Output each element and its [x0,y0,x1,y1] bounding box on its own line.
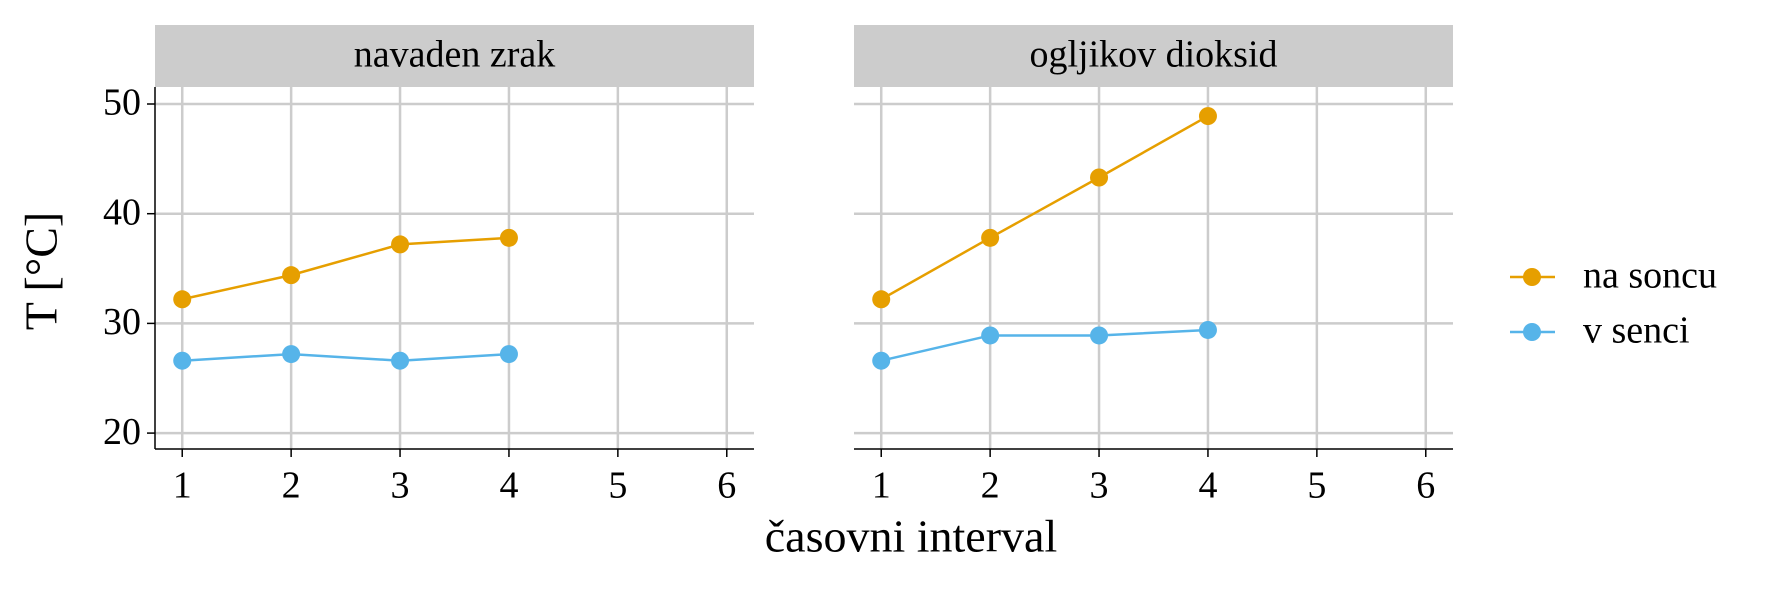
y-tick-label: 40 [103,191,141,233]
series-line [880,328,1209,362]
legend-label: na soncu [1583,255,1717,297]
data-point [981,228,1000,247]
facet-header [155,25,754,87]
data-point [872,351,891,370]
data-point [282,266,301,285]
y-axis-label: T [°C] [16,212,67,330]
data-point [173,351,192,370]
data-point [391,351,410,370]
y-tick-label: 30 [103,301,141,343]
x-tick-label: 2 [282,465,301,507]
facet-header [854,25,1453,87]
legend-label: v senci [1583,310,1690,352]
x-tick-label: 5 [1307,465,1326,507]
x-tick-label: 1 [872,465,891,507]
data-point [981,326,1000,345]
data-point [1090,326,1109,345]
x-tick-label: 1 [173,465,192,507]
data-point [1198,320,1217,339]
facet-title: navaden zrak [354,34,556,76]
x-tick-label: 2 [981,465,1000,507]
x-tick-label: 4 [1198,465,1217,507]
x-tick-label: 5 [608,465,627,507]
facet-title: ogljikov dioksid [1029,34,1277,76]
data-point [499,345,518,364]
data-point [391,235,410,254]
series-line [181,236,510,301]
data-point [872,290,891,309]
data-point [1090,168,1109,187]
data-point [1198,107,1217,126]
data-point [173,290,192,309]
data-point [499,228,518,247]
x-tick-label: 3 [391,465,410,507]
legend-marker [1523,268,1541,286]
y-tick-label: 20 [103,411,141,453]
data-point [282,345,301,364]
x-tick-label: 6 [1416,465,1435,507]
x-tick-label: 6 [717,465,736,507]
series-line [182,352,510,362]
series-line [880,114,1209,301]
legend-marker [1523,323,1541,341]
x-tick-label: 3 [1090,465,1109,507]
y-tick-label: 50 [103,82,141,124]
x-axis-label: časovni interval [765,511,1058,562]
x-tick-label: 4 [499,465,518,507]
